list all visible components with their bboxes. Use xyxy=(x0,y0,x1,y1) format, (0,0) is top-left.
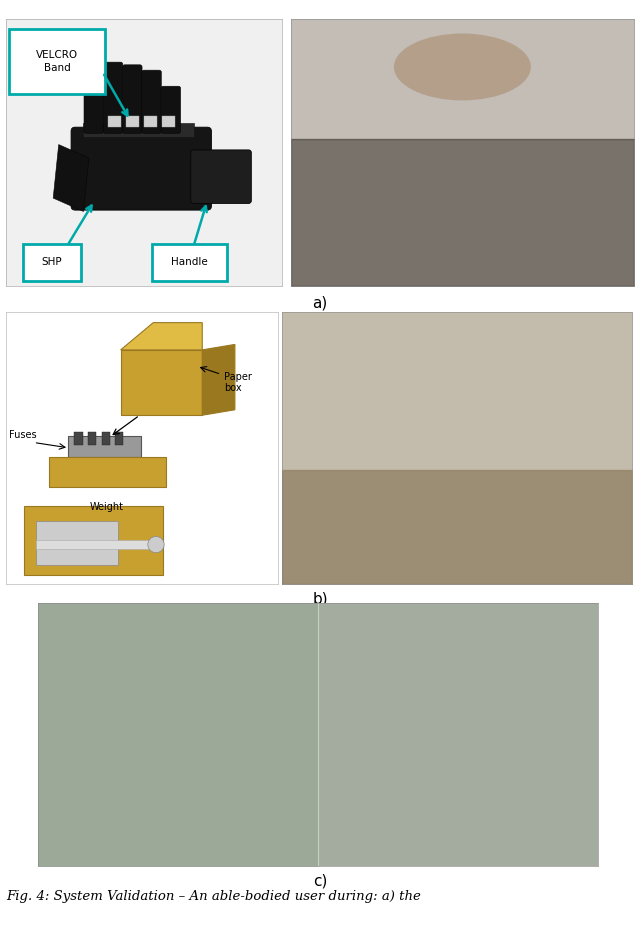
Text: c): c) xyxy=(313,873,327,888)
FancyBboxPatch shape xyxy=(68,436,141,457)
FancyBboxPatch shape xyxy=(23,243,81,281)
Ellipse shape xyxy=(394,34,531,100)
Bar xyxy=(36,521,118,565)
Bar xyxy=(115,432,124,445)
FancyBboxPatch shape xyxy=(161,86,180,133)
Text: SHP: SHP xyxy=(42,257,62,268)
Bar xyxy=(102,432,110,445)
FancyBboxPatch shape xyxy=(49,457,166,487)
Bar xyxy=(74,432,83,445)
Polygon shape xyxy=(53,145,89,211)
Bar xyxy=(126,115,140,127)
FancyBboxPatch shape xyxy=(9,29,106,94)
Text: VELCRO
Band: VELCRO Band xyxy=(36,50,78,73)
Polygon shape xyxy=(120,323,202,350)
FancyBboxPatch shape xyxy=(120,350,202,415)
Text: Weight: Weight xyxy=(90,502,124,513)
Text: Fuses: Fuses xyxy=(9,430,36,439)
Text: a): a) xyxy=(312,296,328,311)
FancyBboxPatch shape xyxy=(152,243,227,281)
FancyBboxPatch shape xyxy=(84,70,104,133)
Text: Paper
box: Paper box xyxy=(224,372,252,393)
Circle shape xyxy=(148,536,164,553)
FancyBboxPatch shape xyxy=(142,70,161,133)
Bar xyxy=(36,541,150,548)
Bar xyxy=(83,123,193,136)
Bar xyxy=(162,115,175,127)
FancyBboxPatch shape xyxy=(103,62,123,133)
Text: Handle: Handle xyxy=(171,257,208,268)
FancyBboxPatch shape xyxy=(24,506,163,575)
FancyBboxPatch shape xyxy=(122,65,142,133)
Bar xyxy=(88,432,96,445)
Text: Fig. 4: System Validation – An able-bodied user during: a) the: Fig. 4: System Validation – An able-bodi… xyxy=(6,890,421,903)
Bar xyxy=(144,115,157,127)
Bar xyxy=(108,115,122,127)
FancyBboxPatch shape xyxy=(191,150,252,204)
Polygon shape xyxy=(202,345,235,415)
Text: b): b) xyxy=(312,592,328,607)
FancyBboxPatch shape xyxy=(71,127,211,210)
